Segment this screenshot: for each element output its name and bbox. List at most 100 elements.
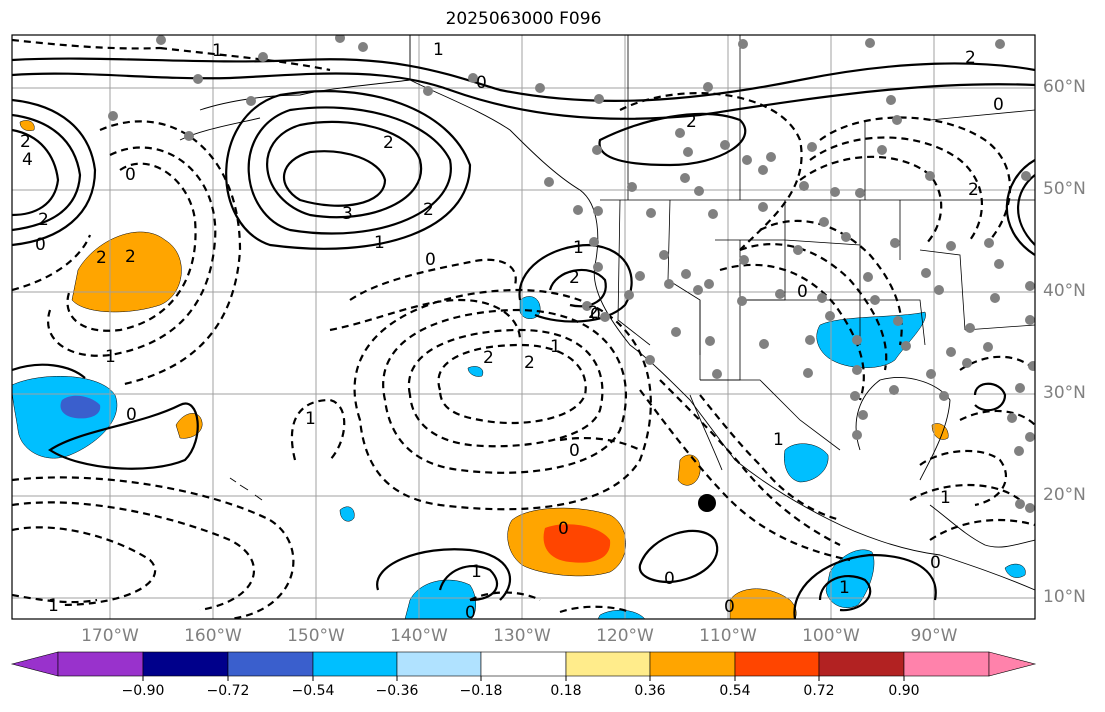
contour-label: 2 [686,112,697,132]
negative-anomaly-area [404,579,476,619]
positive-anomaly-area [677,454,701,486]
contour-label: 1 [839,578,850,598]
contour-label: 0 [724,597,735,617]
negative-anomaly-area [784,443,829,483]
colorbar-tick-label: 0.72 [803,683,835,699]
longitude-label: 170°W [81,626,139,646]
negative-anomaly-area [816,311,926,369]
negative-anomaly-area [1004,563,1026,578]
colorbar-segment [649,651,736,677]
positive-anomaly-area [729,588,797,619]
contour-label: 0 [35,235,46,255]
contour-label: 0 [125,165,136,185]
strong-positive-anomaly-area [543,524,611,563]
contour-label: 2 [38,210,49,230]
contour-label: 0 [126,405,137,425]
contour-label: 0 [425,250,436,270]
colorbar-tick-label: 0.18 [550,683,582,699]
latitude-label: 60°N [1043,77,1086,97]
contour-label: 2 [383,133,394,153]
colorbar-tick-label: −0.18 [459,683,503,699]
contour-label: 2 [423,200,434,220]
contour-label: 1 [940,488,951,508]
longitude-label: 120°W [596,626,654,646]
map-title: 2025063000 F096 [445,9,602,29]
colorbar-segment [565,651,651,677]
contour-label: 1 [550,337,561,357]
contour-label: 2 [588,303,599,323]
latitude-label: 30°N [1043,383,1086,403]
colorbar-tick-label: −0.54 [291,683,335,699]
contour-label: 0 [993,95,1004,115]
contour-label: 0 [797,282,808,302]
contour-label: 1 [573,238,584,258]
contour-lines-dashed [12,38,1035,619]
colorbar-segment [818,651,905,677]
colorbar [10,651,1037,681]
contour-label: 1 [105,347,116,367]
negative-anomaly-area [597,610,646,619]
contour-label: 4 [22,150,33,170]
contour-label: 2 [20,132,31,152]
colorbar-extend-high [988,651,1037,677]
contour-label: 2 [96,248,107,268]
colorbar-segment [312,651,398,677]
contour-label: 0 [930,553,941,573]
contour-label: 1 [48,596,59,616]
colorbar-tick-label: −0.36 [375,683,419,699]
contour-label: 0 [590,305,601,325]
negative-anomaly-area [12,376,118,459]
colorbar-segment [396,651,482,677]
contour-label: 2 [483,348,494,368]
colorbar-tick-label: 0.54 [719,683,751,699]
negative-anomaly-area [467,366,484,377]
contour-label: 0 [465,603,476,623]
colorbar-tick-label: 0.36 [634,683,666,699]
contour-label: 2 [965,48,976,68]
colorbar-segment [227,651,314,677]
colorbar-tick-label: −0.72 [206,683,250,699]
contour-label: 1 [471,562,482,582]
contour-label: 2 [125,247,136,267]
contour-lines [12,57,1035,619]
station-dots [108,35,1035,513]
longitude-label: 90°W [910,626,958,646]
colorbar-tick-label: 0.90 [888,683,920,699]
anomaly-fills [12,120,1026,619]
strong-negative-anomaly-area [60,395,101,419]
longitude-label: 100°W [802,626,860,646]
longitude-label: 140°W [390,626,448,646]
colorbar-tick-label: −0.90 [121,683,165,699]
negative-anomaly-area [825,549,875,608]
latitude-label: 10°N [1043,587,1086,607]
negative-anomaly-area [339,506,355,522]
latitude-label: 50°N [1043,179,1086,199]
contour-label: 0 [569,441,580,461]
contour-label: 1 [212,41,223,61]
contour-value-labels: 2 1 0 0 2 3 2 2 1 0 2 2 1 2 2 1 1 2 2 0 … [20,40,1004,623]
contour-label: 0 [558,519,569,539]
contour-label: 0 [476,73,487,93]
marker-dot [698,494,716,512]
colorbar-segment [142,651,229,677]
longitude-label: 130°W [493,626,551,646]
contour-label: 0 [664,569,675,589]
contour-label: 2 [968,180,979,200]
political-borders [600,35,1035,451]
contour-label: 2 [524,353,535,373]
longitude-label: 150°W [287,626,345,646]
positive-anomaly-area [19,120,35,131]
contour-label: 3 [342,204,353,224]
longitude-label: 160°W [184,626,242,646]
colorbar-segment [480,651,567,677]
contour-label: 1 [433,40,444,60]
colorbar-segment [903,651,990,677]
longitude-label: 110°W [699,626,757,646]
colorbar-segment [57,651,144,677]
positive-anomaly-area [71,231,182,313]
latitude-label: 40°N [1043,281,1086,301]
contour-label: 2 [569,268,580,288]
colorbar-segment [734,651,820,677]
contour-label: 1 [374,233,385,253]
